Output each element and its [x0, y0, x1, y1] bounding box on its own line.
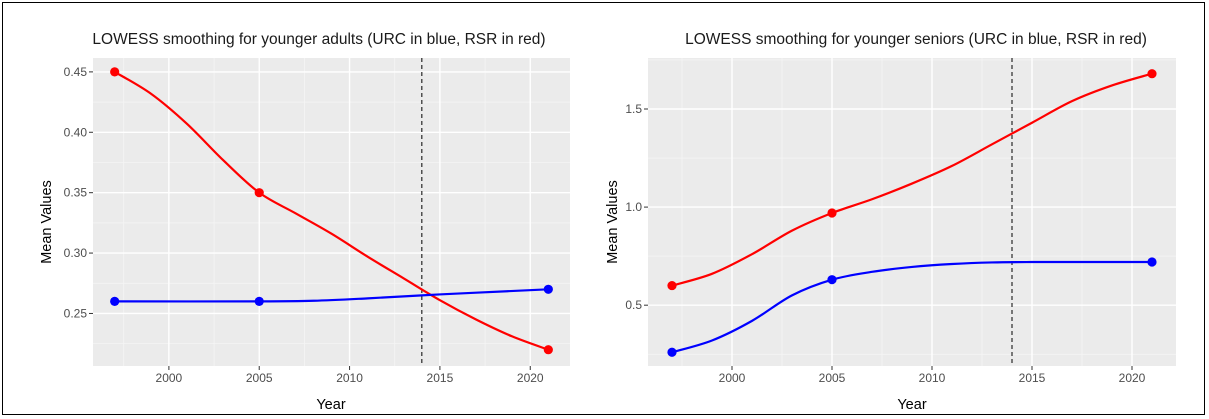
- y-tick-label: 0.30: [64, 246, 88, 260]
- series-points: [110, 67, 553, 355]
- data-point: [110, 296, 120, 306]
- y-tick-labels: 0.25 0.30 0.35 0.40 0.45: [64, 65, 93, 320]
- data-point: [827, 275, 837, 285]
- x-tick-label: 2020: [517, 371, 544, 385]
- series-lines: [114, 70, 549, 351]
- y-axis-label: Mean Values: [605, 180, 621, 264]
- x-tick-label: 2005: [819, 371, 846, 385]
- data-point: [254, 188, 264, 198]
- x-tick-label: 2020: [1119, 371, 1146, 385]
- series-line: [671, 72, 1153, 287]
- y-tick-label: 0.40: [64, 125, 88, 139]
- data-point: [254, 296, 264, 306]
- data-point: [667, 280, 677, 291]
- data-point: [1147, 257, 1157, 267]
- y-axis-label: Mean Values: [39, 180, 55, 264]
- x-tick-label: 2000: [719, 371, 746, 385]
- x-tick-labels: 2000 2005 2010 2015 2020: [719, 366, 1146, 385]
- y-tick-labels: 0.5 1.0 1.5: [625, 102, 648, 312]
- data-point: [543, 284, 553, 294]
- x-tick-labels: 2000 2005 2010 2015 2020: [156, 366, 544, 385]
- data-point: [1147, 69, 1157, 79]
- x-axis-label: Year: [316, 397, 345, 413]
- chart-younger-seniors: LOWESS smoothing for younger seniors (UR…: [605, 31, 1176, 413]
- x-axis-label: Year: [897, 397, 926, 413]
- x-tick-label: 2010: [919, 371, 946, 385]
- y-tick-label: 1.0: [625, 200, 642, 214]
- data-point: [667, 347, 677, 357]
- gridlines: [93, 58, 570, 366]
- chart-title: LOWESS smoothing for younger adults (URC…: [92, 31, 545, 48]
- x-tick-label: 2015: [1019, 371, 1046, 385]
- y-tick-label: 0.25: [64, 306, 88, 320]
- plot-panel: [648, 58, 1176, 366]
- chart-title: LOWESS smoothing for younger seniors (UR…: [685, 31, 1147, 48]
- data-point: [110, 67, 120, 77]
- y-tick-label: 1.5: [625, 102, 642, 116]
- series-line: [671, 260, 1152, 354]
- x-tick-label: 2010: [336, 371, 363, 385]
- chart-younger-adults: LOWESS smoothing for younger adults (URC…: [39, 31, 570, 413]
- plot-panel: [93, 58, 570, 366]
- series-lines: [671, 72, 1153, 354]
- x-tick-label: 2000: [156, 371, 183, 385]
- series-points: [667, 69, 1157, 357]
- x-tick-label: 2015: [427, 371, 454, 385]
- y-tick-label: 0.45: [64, 65, 88, 79]
- y-tick-label: 0.35: [64, 186, 88, 200]
- series-line: [114, 288, 549, 303]
- series-line: [114, 70, 549, 351]
- y-tick-label: 0.5: [625, 298, 642, 312]
- x-tick-label: 2005: [246, 371, 273, 385]
- data-point: [827, 208, 837, 218]
- data-point: [543, 345, 553, 355]
